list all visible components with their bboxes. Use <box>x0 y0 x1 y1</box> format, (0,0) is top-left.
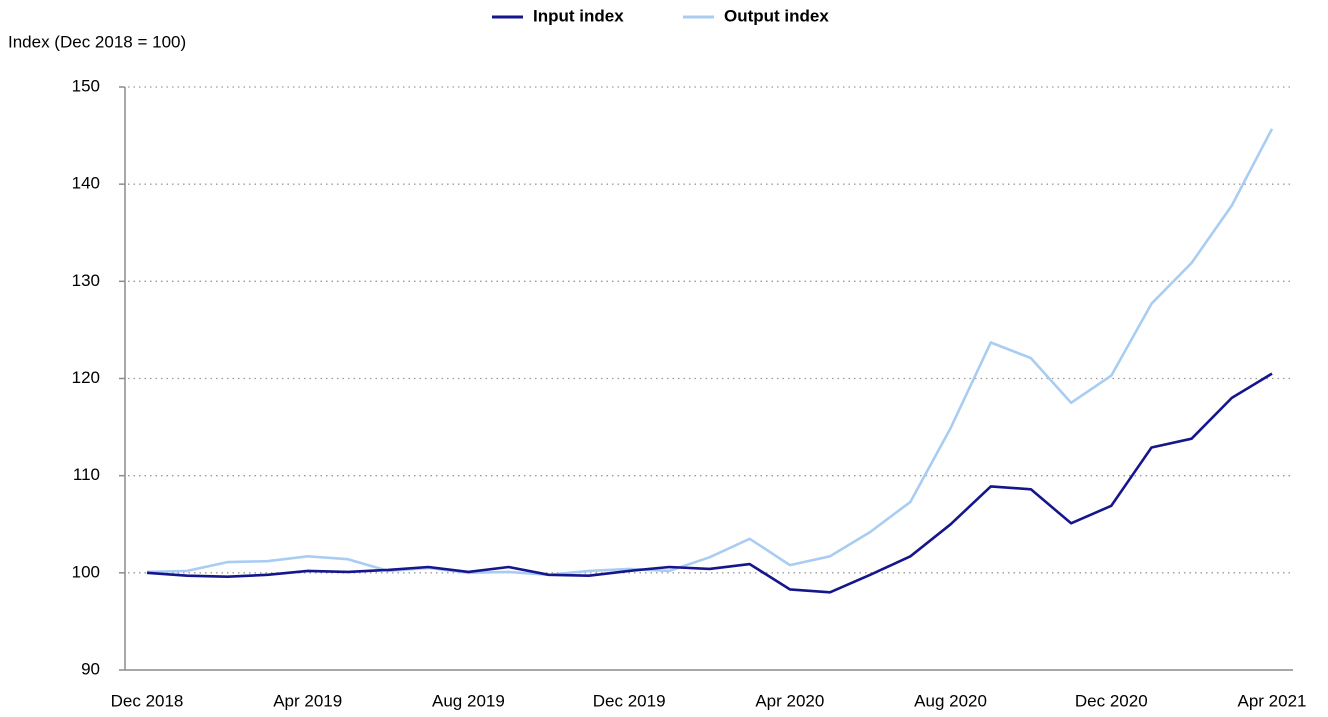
x-tick-label: Dec 2020 <box>1075 691 1148 710</box>
data-line <box>146 372 1273 594</box>
y-tick-label: 100 <box>72 562 100 581</box>
y-tick-label: 140 <box>72 174 100 193</box>
x-tick-label: Apr 2020 <box>755 691 824 710</box>
x-tick-label: Apr 2021 <box>1238 691 1307 710</box>
y-axis-label: Index (Dec 2018 = 100) <box>8 32 186 51</box>
data-line <box>146 128 1274 577</box>
y-tick-label: 150 <box>72 76 100 95</box>
x-tick-label: Dec 2019 <box>593 691 666 710</box>
y-tick-label: 90 <box>81 659 100 678</box>
x-tick-label: Aug 2020 <box>914 691 987 710</box>
x-tick-label: Dec 2018 <box>111 691 184 710</box>
y-tick-label: 110 <box>73 465 100 484</box>
x-tick-label: Aug 2019 <box>432 691 505 710</box>
y-tick-label: 130 <box>72 271 100 290</box>
legend-label: Output index <box>724 6 829 25</box>
x-tick-label: Apr 2019 <box>273 691 342 710</box>
y-tick-label: 120 <box>72 368 100 387</box>
legend-label: Input index <box>533 6 624 25</box>
